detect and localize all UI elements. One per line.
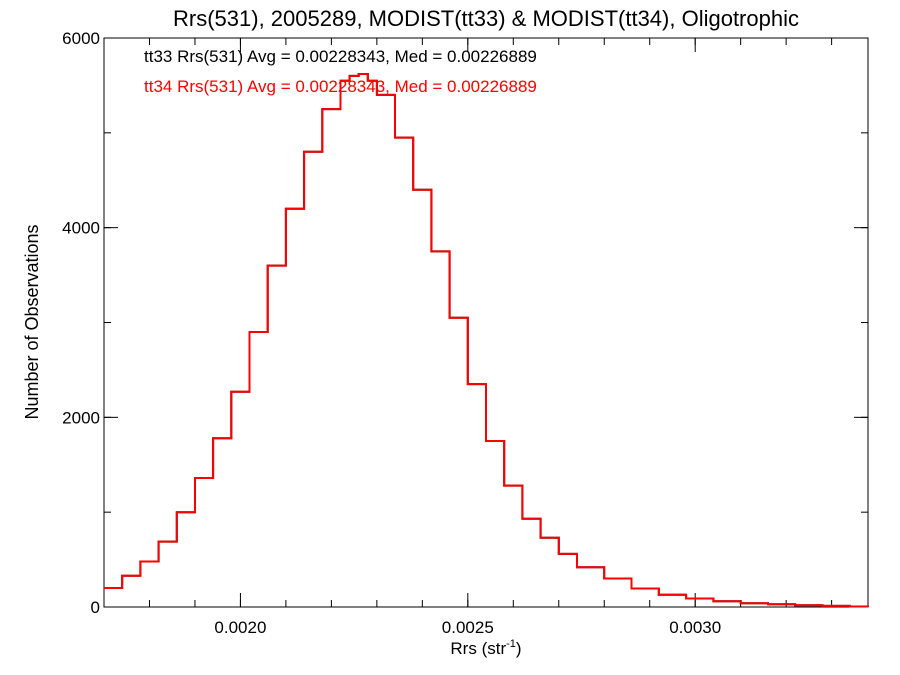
series-tt33-histogram <box>104 73 869 608</box>
series-tt34-histogram <box>104 73 869 608</box>
x-tick-label: 0.0030 <box>669 618 721 637</box>
x-tick-label: 0.0025 <box>442 618 494 637</box>
x-axis-label: Rrs (str-1) <box>450 638 521 658</box>
annotation-tt34: tt34 Rrs(531) Avg = 0.00228343, Med = 0.… <box>144 77 537 96</box>
series-layer <box>104 73 869 608</box>
x-tick-label: 0.0020 <box>214 618 266 637</box>
y-tick-label: 4000 <box>62 219 100 238</box>
x-axis-label-main: Rrs (str <box>450 639 506 658</box>
plot-area <box>103 37 869 608</box>
x-axis-label-close: ) <box>516 639 522 658</box>
y-axis-label: Number of Observations <box>22 224 42 419</box>
axis-ticks <box>103 37 868 608</box>
y-tick-label: 6000 <box>62 29 100 48</box>
y-tick-label: 0 <box>91 598 100 617</box>
chart-title: Rrs(531), 2005289, MODIST(tt33) & MODIST… <box>173 6 799 31</box>
y-tick-label: 2000 <box>62 408 100 427</box>
axis-tick-labels: 0.0020 0.0025 0.0030 0 2000 4000 6000 <box>62 29 721 637</box>
x-axis-label-superscript: -1 <box>506 638 516 650</box>
plot-frame <box>103 37 869 608</box>
annotation-tt33: tt33 Rrs(531) Avg = 0.00228343, Med = 0.… <box>144 47 537 66</box>
